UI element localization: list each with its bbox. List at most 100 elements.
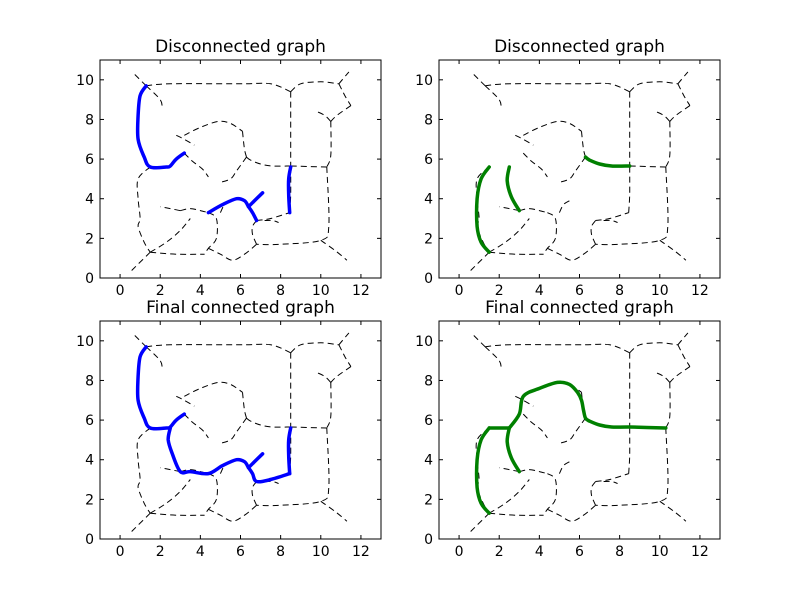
graph-edge-dashed xyxy=(515,395,534,407)
graph-edge-dashed xyxy=(484,85,502,110)
graph-edge-dashed xyxy=(146,343,291,354)
graph-edge-dashed xyxy=(629,81,678,93)
plot-area xyxy=(468,332,691,534)
y-tick-label: 8 xyxy=(85,373,94,389)
graph-edge-dashed xyxy=(475,427,490,514)
graph-edge-dashed xyxy=(326,121,332,168)
x-tick-label: 8 xyxy=(615,544,624,560)
highlighted-path xyxy=(166,426,292,484)
graph-edge-dashed xyxy=(246,417,291,428)
graph-edge-dashed xyxy=(669,366,691,383)
x-tick-label: 4 xyxy=(196,283,205,299)
graph-edge-dashed xyxy=(655,372,671,383)
x-tick-label: 4 xyxy=(535,283,544,299)
graph-edge-dashed xyxy=(677,83,691,106)
graph-edge-dashed xyxy=(251,220,258,245)
y-tick-label: 10 xyxy=(76,334,94,350)
graph-edge-dashed xyxy=(338,71,350,85)
graph-edge-dashed xyxy=(320,239,348,261)
plot-area xyxy=(129,71,352,273)
graph-edge-dashed xyxy=(131,71,147,87)
graph-edge-dashed xyxy=(208,243,257,261)
graph-edge-dashed xyxy=(330,105,352,122)
x-tick-label: 8 xyxy=(276,544,285,560)
graph-edge-dashed xyxy=(519,469,548,475)
graph-edge-dashed xyxy=(515,134,534,146)
graph-edge-dashed xyxy=(669,105,691,122)
graph-edge-dashed xyxy=(180,208,209,214)
y-tick-label: 2 xyxy=(85,492,94,508)
graph-edge-dashed xyxy=(595,166,669,246)
y-tick-label: 6 xyxy=(424,413,433,429)
x-tick-label: 12 xyxy=(691,283,709,299)
graph-edge-dashed xyxy=(603,219,618,223)
y-tick-label: 0 xyxy=(85,271,94,287)
graph-edge-dashed xyxy=(218,417,247,445)
y-tick-label: 2 xyxy=(424,492,433,508)
graph-edge-dashed xyxy=(547,243,596,261)
y-tick-label: 10 xyxy=(415,334,433,350)
graph-edge-dashed xyxy=(218,156,247,184)
x-tick-label: 4 xyxy=(196,544,205,560)
graph-edge-dashed xyxy=(542,212,557,255)
graph-edge-dashed xyxy=(677,71,689,85)
graph-edge-dashed xyxy=(129,251,151,273)
y-tick-label: 0 xyxy=(424,532,433,548)
graph-edge-dashed xyxy=(468,251,490,273)
graph-edge-dashed xyxy=(330,366,352,383)
graph-edge-dashed xyxy=(542,473,557,516)
graph-edge-dashed xyxy=(184,381,243,397)
graph-edge-dashed xyxy=(242,131,247,158)
graph-edge-dashed xyxy=(590,481,597,506)
highlighted-path xyxy=(246,452,265,470)
x-tick-label: 12 xyxy=(691,544,709,560)
y-tick-label: 8 xyxy=(85,112,94,128)
highlighted-path xyxy=(286,165,293,215)
x-tick-label: 6 xyxy=(236,283,245,299)
graph-edge-dashed xyxy=(242,392,247,419)
graph-edge-dashed xyxy=(176,395,195,407)
subplot-title: Final connected graph xyxy=(485,298,674,318)
graph-edge-dashed xyxy=(208,504,257,522)
y-tick-label: 4 xyxy=(85,453,94,469)
x-tick-label: 10 xyxy=(312,544,330,560)
graph-edge-dashed xyxy=(629,165,666,168)
highlighted-path xyxy=(474,426,491,515)
x-tick-label: 6 xyxy=(575,544,584,560)
graph-edge-dashed xyxy=(522,413,548,439)
graph-edge-dashed xyxy=(203,473,218,516)
graph-edge-dashed xyxy=(251,481,258,506)
graph-edge-dashed xyxy=(603,480,618,484)
x-tick-label: 8 xyxy=(615,283,624,299)
x-tick-label: 10 xyxy=(312,283,330,299)
graph-edge-dashed xyxy=(160,206,181,212)
subplot-title: Disconnected graph xyxy=(155,37,326,57)
graph-edge-dashed xyxy=(136,427,151,514)
graph-edge-dashed xyxy=(557,417,586,445)
graph-edge-dashed xyxy=(203,212,218,255)
x-tick-label: 12 xyxy=(352,283,370,299)
graph-edge-dashed xyxy=(256,212,290,221)
x-tick-label: 10 xyxy=(651,544,669,560)
graph-edge-dashed xyxy=(557,156,586,184)
x-tick-label: 4 xyxy=(535,544,544,560)
graph-edge-dashed xyxy=(558,461,570,474)
plot-area xyxy=(129,332,352,534)
graph-edge-dashed xyxy=(326,382,332,429)
highlighted-path xyxy=(135,345,187,431)
graph-edge-dashed xyxy=(290,426,327,429)
graph-edge-dashed xyxy=(595,427,669,507)
x-tick-label: 2 xyxy=(156,283,165,299)
graph-edge-dashed xyxy=(485,82,630,93)
subplot-2: 0 2 4 6 8 10 12 0 2 4 6 8 10 Disconnected graph xyxy=(415,37,721,299)
highlighted-path xyxy=(246,191,265,209)
y-tick-label: 8 xyxy=(424,373,433,389)
graph-edge-dashed xyxy=(183,152,209,178)
x-tick-label: 2 xyxy=(156,544,165,560)
graph-edge-dashed xyxy=(149,218,191,253)
y-tick-label: 2 xyxy=(424,231,433,247)
graph-edge-dashed xyxy=(468,512,490,534)
graph-edge-dashed xyxy=(581,131,586,158)
x-tick-label: 0 xyxy=(455,544,464,560)
graph-edge-dashed xyxy=(659,500,687,522)
